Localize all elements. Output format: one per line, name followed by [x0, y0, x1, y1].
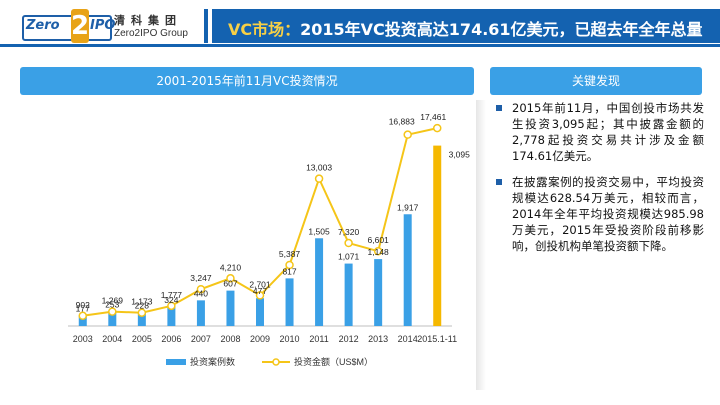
- legend-line-marker: [272, 358, 280, 366]
- line-data-label: 17,461: [420, 112, 446, 122]
- x-tick-label: 2014: [398, 334, 418, 344]
- line-point: [78, 311, 88, 321]
- bar-data-label: 1,071: [338, 252, 360, 262]
- legend-line-label: 投资金额（US$M）: [294, 356, 373, 367]
- line-point: [432, 123, 442, 133]
- line-data-label: 4,210: [220, 262, 242, 272]
- bar: [315, 238, 324, 326]
- logo-chinese-name: 清科集团: [114, 14, 182, 27]
- x-tick-label: 2005: [132, 334, 152, 344]
- bar-data-label: 817: [282, 266, 296, 276]
- line-point: [167, 301, 176, 311]
- logo: Zero 2 IPO: [22, 9, 116, 43]
- line-data-label: 1,777: [161, 290, 183, 300]
- line-point: [196, 284, 206, 294]
- bar: [344, 263, 353, 326]
- finding-item: 2015年前11月，中国创投市场共发生投资3,095起；其中披露金额的2,778…: [492, 100, 704, 164]
- bar-data-label: 440: [194, 288, 208, 298]
- findings-list: 2015年前11月，中国创投市场共发生投资3,095起；其中披露金额的2,778…: [492, 100, 704, 390]
- x-tick-label: 2003: [73, 334, 93, 344]
- bar: [433, 145, 442, 326]
- bar: [374, 259, 383, 326]
- line-point: [314, 174, 324, 183]
- x-tick-label: 2007: [191, 334, 211, 344]
- x-tick-label: 2011: [309, 334, 328, 344]
- bar: [403, 214, 412, 326]
- header: Zero 2 IPO 清科集团 Zero2IPO Group VC市场：2015…: [0, 0, 720, 47]
- bar: [78, 315, 87, 326]
- findings-panel-title: 关键发现: [490, 67, 702, 95]
- bar-data-label: 607: [223, 279, 237, 289]
- chart-svg: 177 253 228 324 440 607 477 817 1,505 1,071 1,148 1…: [68, 112, 471, 367]
- line-point: [255, 291, 265, 300]
- line-point: [285, 260, 294, 270]
- logo-english-name: Zero2IPO Group: [114, 28, 188, 39]
- panel-divider: [476, 100, 486, 390]
- bar-data-label: 1,917: [397, 202, 419, 212]
- bullet-icon: [496, 105, 502, 111]
- bar-data-label: 253: [105, 299, 119, 309]
- line-point: [373, 246, 383, 256]
- logo-two: 2: [71, 9, 90, 43]
- bar-data-label: 324: [164, 295, 178, 305]
- x-tick-label: 2008: [220, 334, 240, 344]
- title-bar: VC市场：2015年VC投资高达174.61亿美元，已超去年全年总量: [208, 9, 720, 43]
- bar: [108, 311, 117, 326]
- title-prefix: VC市场：: [228, 20, 301, 39]
- line-data-label: 5,387: [279, 249, 301, 259]
- bar-data-label: 228: [135, 301, 149, 311]
- line-data-label: 13,003: [306, 163, 332, 173]
- finding-text: 2015年前11月，中国创投市场共发生投资3,095起；其中披露金额的2,778…: [512, 101, 704, 163]
- line-point: [403, 130, 412, 139]
- bar: [256, 298, 264, 326]
- x-tick-label: 2010: [280, 334, 300, 344]
- bar-data-label: 1,505: [308, 226, 330, 236]
- line-data-label: 2,701: [249, 279, 271, 289]
- chart: 177 253 228 324 440 607 477 817 1,505 1,071 1,148 1…: [0, 100, 480, 400]
- x-tick-label: 2013: [368, 334, 388, 344]
- bar: [196, 300, 205, 326]
- legend-bar-swatch: [166, 359, 186, 365]
- bar-data-label: 3,095: [449, 150, 471, 160]
- header-divider: [0, 44, 720, 47]
- legend-bar-label: 投资案例数: [190, 356, 235, 367]
- logo-text: Zero: [26, 18, 60, 33]
- bar-data-label: 1,148: [368, 247, 390, 257]
- line-point: [226, 274, 235, 283]
- finding-text: 在披露案例的投资交易中，平均投资规模达628.54万美元，相较而言，2014年全…: [512, 175, 704, 253]
- line-data-label: 6,601: [368, 235, 390, 245]
- line-data-label: 16,883: [389, 117, 415, 127]
- bar: [226, 290, 235, 326]
- finding-item: 在披露案例的投资交易中，平均投资规模达628.54万美元，相较而言，2014年全…: [492, 174, 704, 254]
- x-tick-label: 2004: [102, 334, 122, 344]
- line-point: [344, 238, 353, 248]
- line-point: [137, 308, 147, 317]
- bar-data-label: 177: [76, 304, 90, 314]
- bar: [137, 312, 146, 326]
- x-tick-label: 2006: [161, 334, 181, 344]
- line-data-label: 1,269: [102, 296, 124, 306]
- line-data-label: 3,247: [190, 273, 212, 283]
- line-data-label: 902: [76, 300, 90, 310]
- logo-tail: IPO: [90, 18, 116, 33]
- page-title: VC市场：2015年VC投资高达174.61亿美元，已超去年全年总量: [228, 16, 703, 40]
- line-data-label: 1,173: [131, 297, 153, 307]
- bullet-icon: [496, 179, 502, 185]
- bar: [285, 278, 294, 326]
- x-tick-label: 2012: [339, 334, 359, 344]
- line-point: [108, 307, 117, 316]
- title-main: 2015年VC投资高达174.61亿美元，已超去年全年总量: [300, 20, 703, 39]
- chart-panel-title: 2001-2015年前11月VC投资情况: [20, 67, 474, 95]
- x-tick-label: 2015.1-11: [417, 334, 457, 344]
- bar: [167, 307, 176, 326]
- x-tick-label: 2009: [250, 334, 270, 344]
- bar-data-label: 477: [253, 286, 267, 296]
- line-data-label: 7,320: [338, 227, 360, 237]
